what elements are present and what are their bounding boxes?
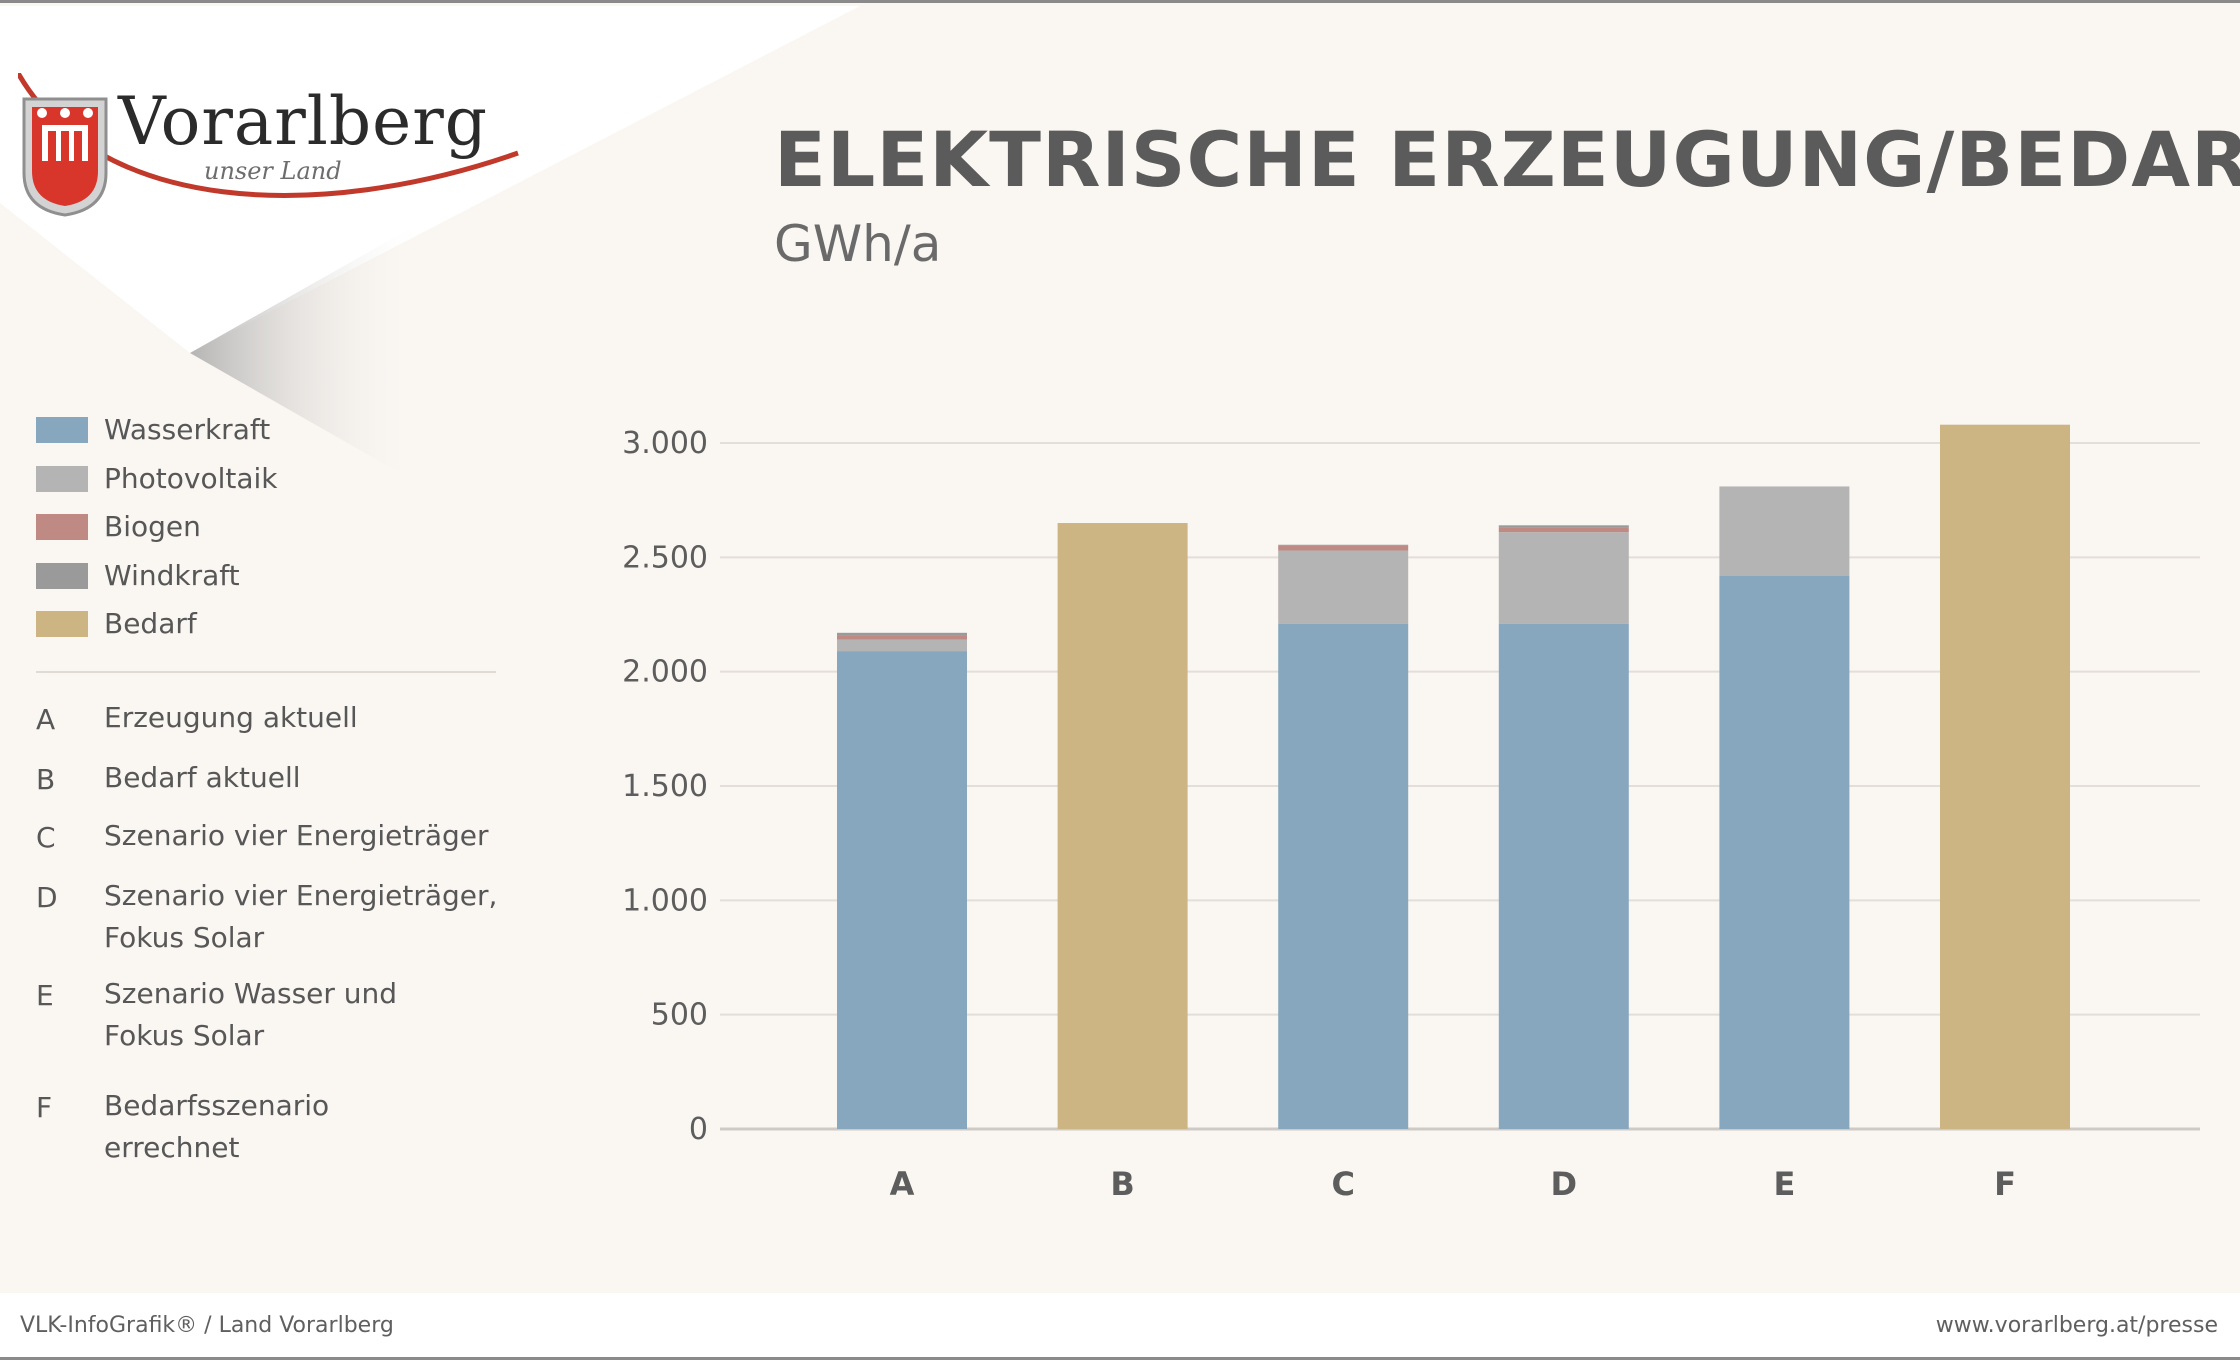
legend-label: Bedarf — [104, 607, 197, 640]
bar-segment-photovoltaik — [837, 639, 967, 652]
x-tick-label: A — [890, 1165, 915, 1203]
chart-subtitle: GWh/a — [774, 215, 942, 273]
bar-segment-wasserkraft — [1719, 575, 1850, 1129]
legend-divider — [36, 671, 496, 673]
y-tick-label: 500 — [651, 998, 708, 1033]
legend-label: Photovoltaik — [104, 461, 278, 495]
stacked-bar-chart: 0 500 1.000 1.500 2.000 2.500 3.000 A B C D E F — [622, 424, 2200, 1203]
vorarlberg-logo: Vorarlberg unser Land — [18, 73, 538, 233]
bar-segment-biogen — [837, 635, 967, 640]
legend-label: Wasserkraft — [104, 413, 271, 446]
y-tick-label: 1.000 — [622, 883, 708, 918]
bar-segment-windkraft — [837, 632, 967, 636]
bar-segment-bedarf — [1940, 424, 2070, 1129]
category-letter: F — [36, 1091, 53, 1124]
x-tick-label: E — [1773, 1165, 1795, 1203]
category-letter: B — [36, 763, 56, 796]
category-letter: A — [36, 703, 56, 736]
bar-segment-windkraft — [1278, 544, 1409, 546]
y-tick-label: 3.000 — [622, 426, 708, 461]
bar-segment-biogen — [1278, 545, 1409, 551]
bar-segment-wasserkraft — [1498, 623, 1629, 1129]
chart-title: ELEKTRISCHE ERZEUGUNG/BEDARF — [774, 115, 2240, 204]
legend-label: Biogen — [104, 510, 201, 543]
bar-segment-wasserkraft — [1278, 623, 1409, 1129]
category-letter: D — [36, 881, 58, 914]
y-tick-label: 2.500 — [622, 540, 708, 575]
x-tick-label: C — [1331, 1165, 1354, 1203]
coat-of-arms-icon — [18, 73, 519, 217]
category-description: Erzeugung aktuell — [104, 701, 358, 734]
logo-wordmark: Vorarlberg — [118, 83, 489, 160]
y-tick-label: 2.000 — [622, 655, 708, 690]
bar-segment-wasserkraft — [837, 651, 967, 1129]
bar-segment-windkraft — [1498, 525, 1629, 528]
footer-url[interactable]: www.vorarlberg.at/presse — [1935, 1313, 2218, 1338]
legend-label: Windkraft — [104, 558, 240, 592]
legend-swatch — [36, 417, 88, 443]
bar-segment-photovoltaik — [1498, 532, 1629, 624]
category-description: Bedarfsszenario errechnet — [104, 1089, 330, 1164]
category-description: Bedarf aktuell — [104, 761, 301, 794]
y-tick-label: 0 — [689, 1112, 708, 1147]
bar-segment-photovoltaik — [1278, 550, 1409, 624]
logo-tagline: unser Land — [204, 157, 342, 185]
legend-swatch — [36, 465, 88, 492]
category-letter: C — [36, 821, 56, 854]
x-tick-label: B — [1110, 1165, 1134, 1203]
bar-segment-photovoltaik — [1719, 486, 1850, 576]
category-description: Szenario Wasser und Fokus Solar — [104, 977, 398, 1052]
category-description: Szenario vier Energieträger — [104, 819, 489, 852]
category-description: Szenario vier Energieträger, Fokus Solar — [104, 879, 498, 954]
legend-swatch — [36, 611, 88, 637]
legend-swatch — [36, 562, 88, 589]
footer-credit: VLK-InfoGrafik® / Land Vorarlberg — [20, 1313, 394, 1338]
category-letter: E — [36, 979, 54, 1012]
footer: VLK-InfoGrafik® / Land Vorarlberg www.vo… — [0, 1293, 2240, 1357]
bar-segment-bedarf — [1057, 523, 1188, 1129]
y-tick-label: 1.500 — [622, 769, 708, 804]
x-tick-label: D — [1551, 1165, 1578, 1203]
legend-swatch — [36, 514, 88, 540]
bar-segment-biogen — [1498, 527, 1629, 533]
x-tick-label: F — [1994, 1165, 2016, 1203]
